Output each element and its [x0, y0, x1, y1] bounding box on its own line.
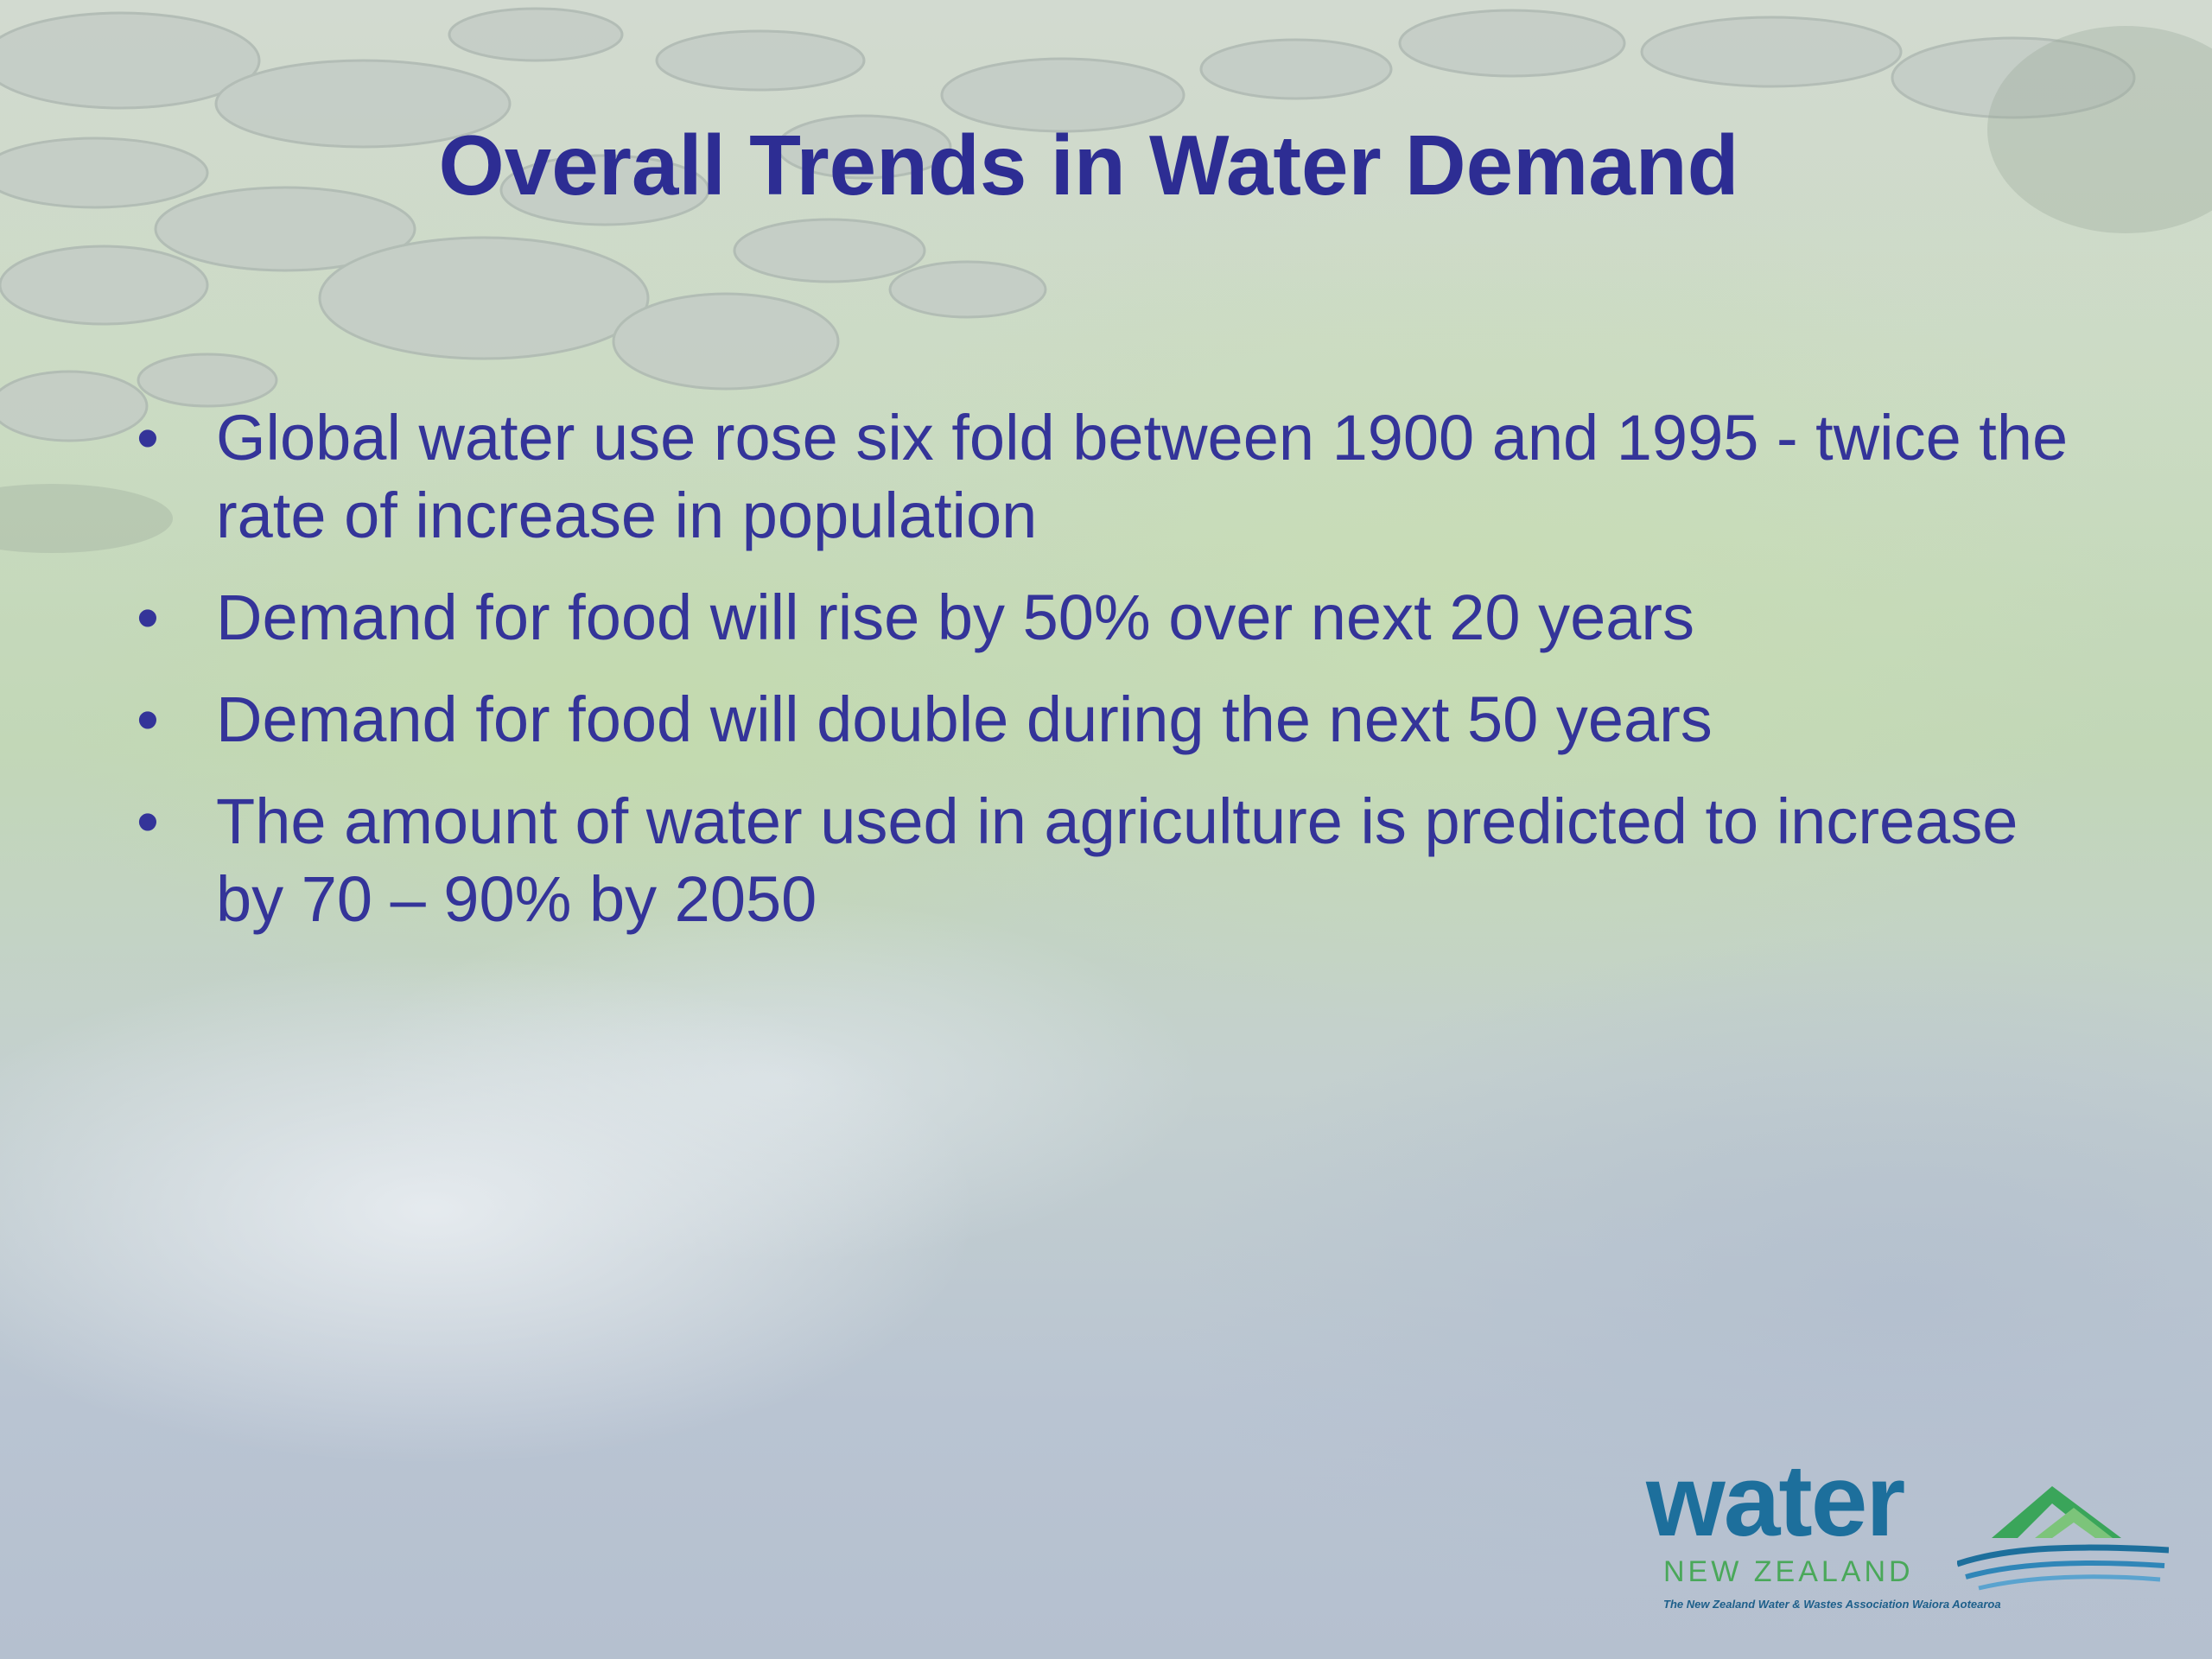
bullet-point-icon: • — [137, 785, 159, 857]
bullet-point-icon: • — [137, 402, 159, 474]
water-nz-logo: water NEW ZEALAND The New Zealand Water … — [1637, 1450, 2169, 1620]
bullet-list: • Global water use rose six fold between… — [130, 399, 2082, 963]
bullet-text: Global water use rose six fold between 1… — [216, 402, 2069, 551]
bullet-item: • Demand for food will rise by 50% over … — [130, 579, 2082, 657]
bullet-point-icon: • — [137, 582, 159, 653]
logo-wordmark: water — [1646, 1444, 1905, 1558]
bullet-text: Demand for food will double during the n… — [216, 683, 1713, 755]
bullet-item: • Global water use rose six fold between… — [130, 399, 2082, 555]
bullet-item: • The amount of water used in agricultur… — [130, 783, 2082, 938]
mountain-river-icon — [1957, 1486, 2169, 1591]
bullet-point-icon: • — [137, 683, 159, 755]
bullet-text: Demand for food will rise by 50% over ne… — [216, 582, 1695, 653]
bullet-item: • Demand for food will double during the… — [130, 681, 2082, 759]
background-rocks-image — [0, 0, 2212, 605]
logo-tagline: The New Zealand Water & Wastes Associati… — [1663, 1599, 2001, 1610]
bullet-text: The amount of water used in agriculture … — [216, 785, 2018, 935]
slide-title: Overall Trends in Water Demand — [438, 118, 1739, 213]
logo-subtitle: NEW ZEALAND — [1663, 1555, 1914, 1588]
